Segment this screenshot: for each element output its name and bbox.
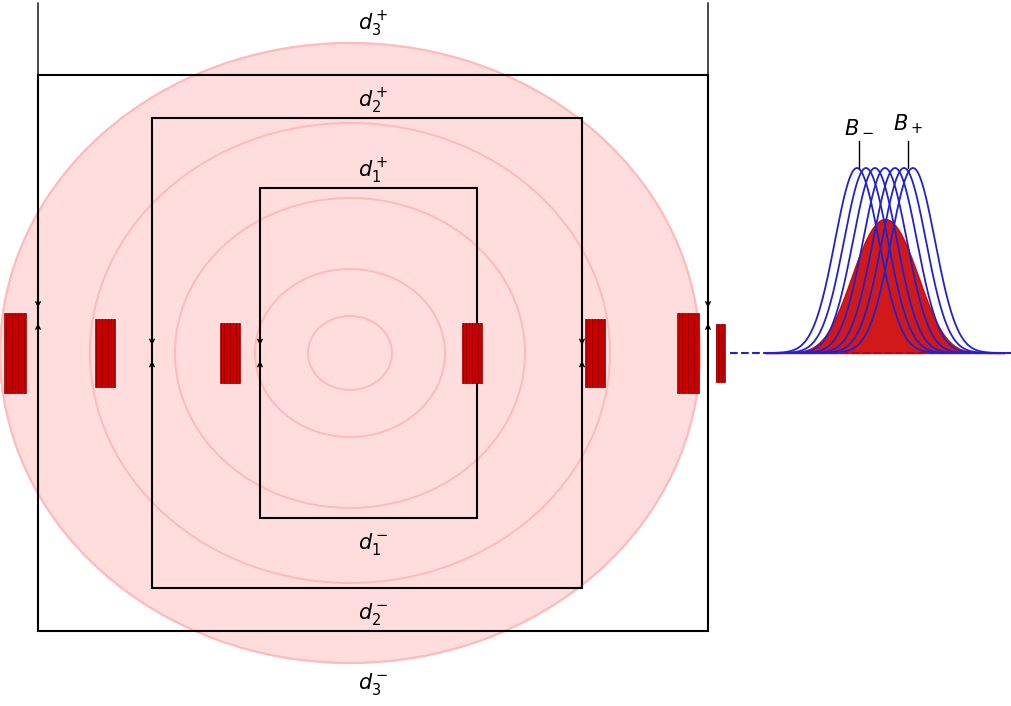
Text: $d_2^+$: $d_2^+$ <box>358 86 388 116</box>
Ellipse shape <box>255 269 445 437</box>
Text: $B_+$: $B_+$ <box>893 112 923 136</box>
Ellipse shape <box>0 43 700 663</box>
Ellipse shape <box>90 123 610 583</box>
Bar <box>462 323 482 383</box>
Bar <box>4 313 26 393</box>
Text: $B_-$: $B_-$ <box>844 116 874 136</box>
Bar <box>220 323 240 383</box>
Bar <box>585 319 605 387</box>
Bar <box>152 118 582 588</box>
Text: $d_1^+$: $d_1^+$ <box>358 156 388 186</box>
Text: $d_2^-$: $d_2^-$ <box>358 601 388 627</box>
Bar <box>38 75 708 631</box>
Bar <box>677 313 699 393</box>
Ellipse shape <box>308 316 392 390</box>
Text: $d_3^+$: $d_3^+$ <box>358 9 388 39</box>
Text: $d_3^-$: $d_3^-$ <box>358 671 388 697</box>
Bar <box>716 324 725 382</box>
Bar <box>260 188 477 518</box>
Text: $d_1^-$: $d_1^-$ <box>358 531 388 557</box>
Ellipse shape <box>175 198 525 508</box>
Bar <box>95 319 115 387</box>
